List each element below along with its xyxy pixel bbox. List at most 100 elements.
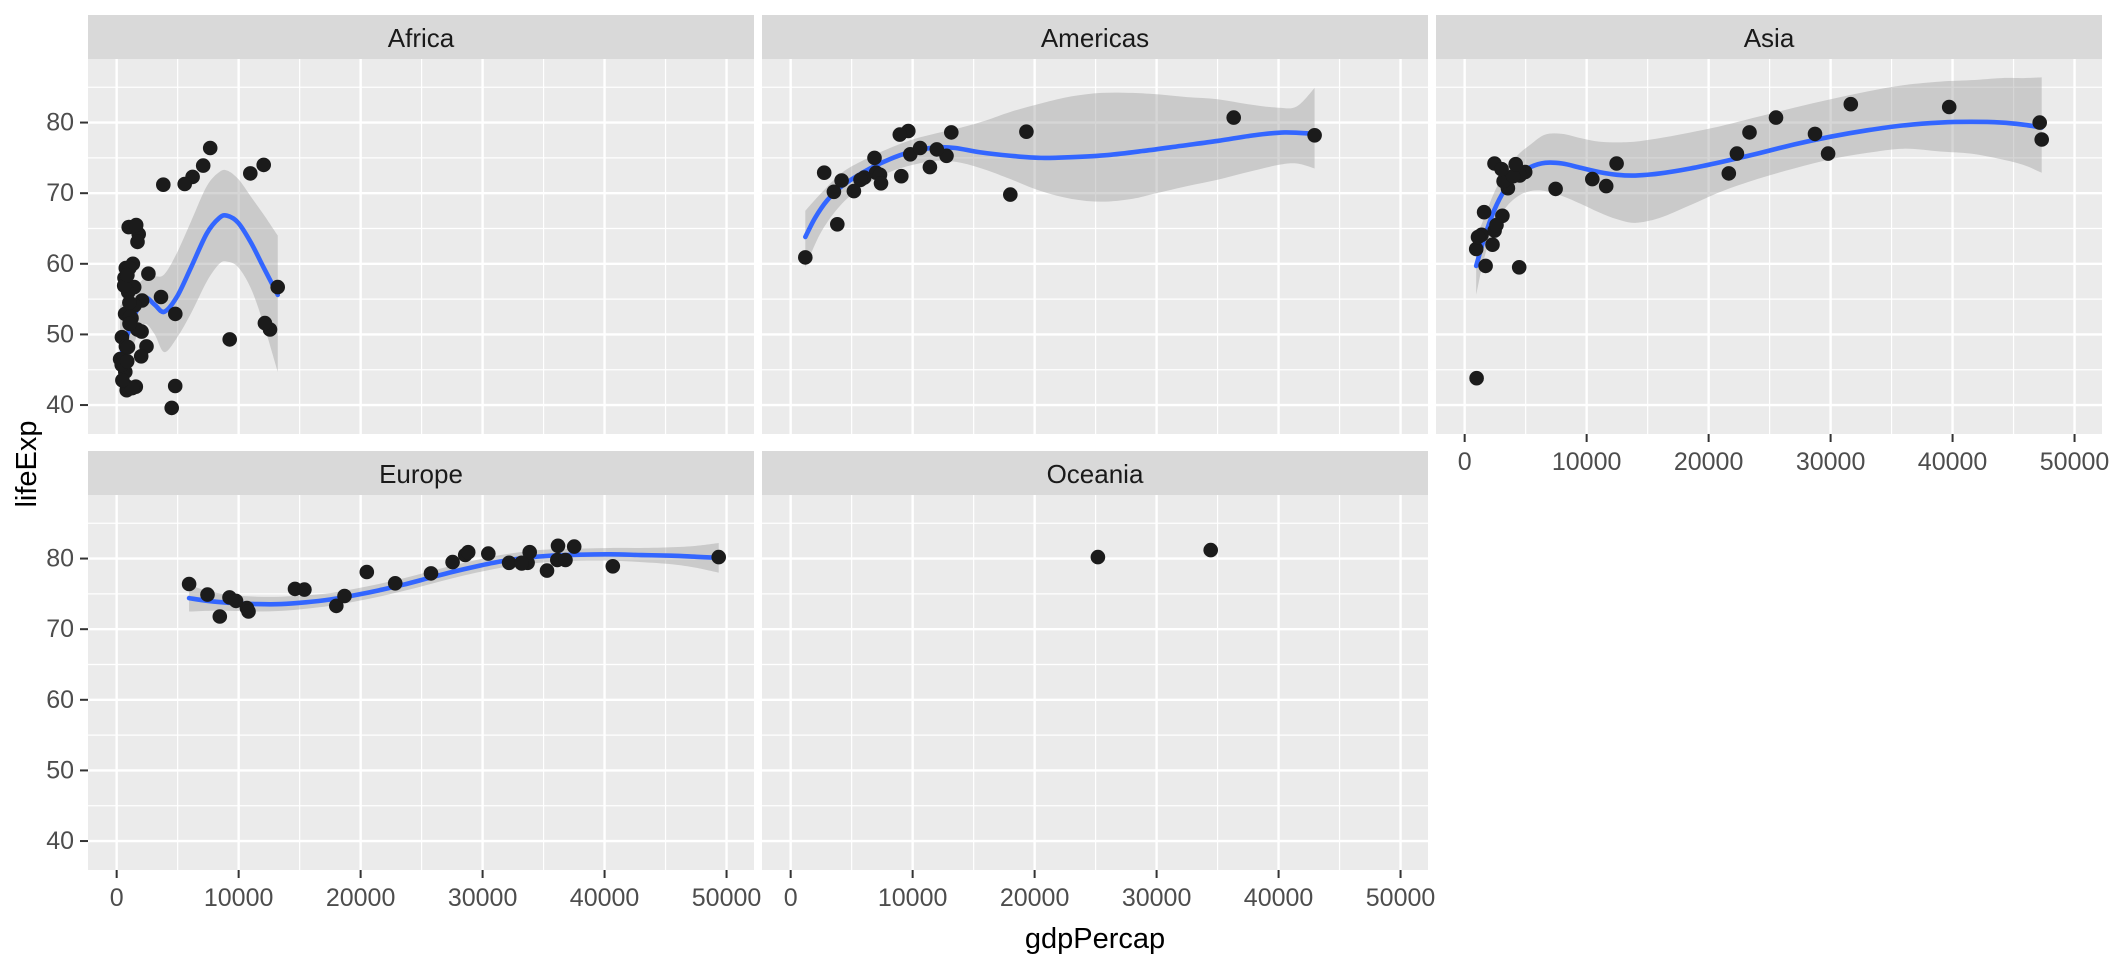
x-tick-label: 50000 <box>1366 884 1436 912</box>
data-point <box>1307 128 1322 143</box>
data-point <box>164 400 179 416</box>
data-point <box>1019 124 1034 139</box>
data-points <box>112 140 286 416</box>
x-tick-label: 0 <box>110 884 124 912</box>
grid-lines <box>762 59 1428 434</box>
grid-lines <box>88 495 754 870</box>
smooth-line <box>186 552 722 607</box>
data-point <box>894 168 909 184</box>
data-point <box>1470 229 1486 245</box>
data-point <box>867 150 882 166</box>
data-point <box>243 166 258 181</box>
strip-label-oceania: Oceania <box>1047 459 1144 489</box>
data-point <box>1090 549 1106 565</box>
x-tick-label: 20000 <box>1674 448 1744 476</box>
data-point <box>929 142 945 157</box>
y-tick-label: 70 <box>46 179 74 207</box>
facet-panel-americas <box>762 59 1428 434</box>
data-point <box>270 279 286 295</box>
grid-lines <box>762 495 1428 870</box>
x-axis-asia: 0 10000 20000 30000 40000 50000 <box>1458 434 2109 476</box>
data-point <box>141 266 156 282</box>
data-point <box>873 176 889 191</box>
facet-panel-oceania <box>762 495 1428 870</box>
data-point <box>228 593 244 609</box>
data-point <box>539 563 555 578</box>
data-point <box>177 176 192 192</box>
data-point <box>830 217 845 232</box>
data-point <box>122 295 137 310</box>
data-point <box>124 380 140 396</box>
data-point <box>1598 178 1614 194</box>
x-tick-label: 0 <box>784 884 798 912</box>
x-tick-label: 10000 <box>1552 448 1622 476</box>
y-tick-label: 40 <box>46 827 74 855</box>
data-point <box>1609 156 1624 171</box>
x-tick-label: 40000 <box>1244 884 1314 912</box>
data-point <box>120 267 135 283</box>
data-point <box>337 588 352 604</box>
data-point <box>1476 204 1492 220</box>
facet-panel-asia <box>1436 59 2102 434</box>
facet-panel-europe <box>88 495 754 870</box>
data-point <box>133 349 149 364</box>
facet-strips: Africa Americas Asia Europe Oceania <box>88 15 2102 495</box>
x-axis-oceania: 0 10000 20000 30000 40000 50000 <box>784 870 1436 912</box>
data-point <box>1003 187 1018 202</box>
data-point <box>119 354 135 369</box>
y-axis-africa: 40 50 60 70 80 <box>46 109 88 419</box>
data-points <box>798 110 1322 265</box>
y-tick-label: 40 <box>46 391 74 419</box>
data-point <box>130 234 145 250</box>
data-point <box>1548 181 1563 197</box>
data-point <box>1478 258 1493 274</box>
data-point <box>120 339 136 355</box>
grid-lines <box>1436 59 2102 434</box>
data-point <box>1489 217 1504 233</box>
data-point <box>558 552 573 568</box>
data-point <box>711 549 726 565</box>
data-point <box>846 183 862 199</box>
data-point <box>1729 146 1745 161</box>
data-point <box>257 315 273 331</box>
data-point <box>816 165 832 180</box>
data-point <box>834 173 849 188</box>
data-point <box>181 576 197 592</box>
strip-label-europe: Europe <box>379 459 463 489</box>
strip-label-asia: Asia <box>1744 23 1795 53</box>
data-point <box>359 564 375 580</box>
data-point <box>122 316 137 332</box>
y-tick-label: 80 <box>46 109 74 137</box>
strip-rect-americas <box>762 15 1428 59</box>
data-point <box>1742 125 1757 140</box>
data-point <box>922 159 938 175</box>
x-tick-label: 10000 <box>204 884 274 912</box>
strip-label-americas: Americas <box>1041 23 1149 53</box>
data-point <box>445 554 460 570</box>
data-point <box>1505 168 1521 184</box>
x-tick-label: 40000 <box>570 884 640 912</box>
axes-layer: 40 50 60 70 80 0 10000 20000 30000 40000 50000 40 50… <box>46 109 2109 912</box>
data-point <box>522 544 537 560</box>
data-point <box>202 140 218 156</box>
data-point <box>1226 110 1241 125</box>
data-points <box>181 538 726 624</box>
x-tick-label: 30000 <box>1796 448 1866 476</box>
y-tick-label: 50 <box>46 320 74 348</box>
y-tick-label: 60 <box>46 686 74 714</box>
data-point <box>256 157 272 173</box>
data-point <box>1511 260 1527 275</box>
strip-rect-europe <box>88 451 754 495</box>
data-point <box>1843 96 1859 112</box>
data-point <box>1508 156 1523 172</box>
data-point <box>168 306 183 322</box>
data-point <box>1585 171 1600 187</box>
strip-rect-africa <box>88 15 754 59</box>
data-point <box>481 546 496 561</box>
data-point <box>1820 146 1836 161</box>
data-point <box>329 598 344 614</box>
x-tick-label: 20000 <box>326 884 396 912</box>
x-tick-label: 20000 <box>1000 884 1070 912</box>
